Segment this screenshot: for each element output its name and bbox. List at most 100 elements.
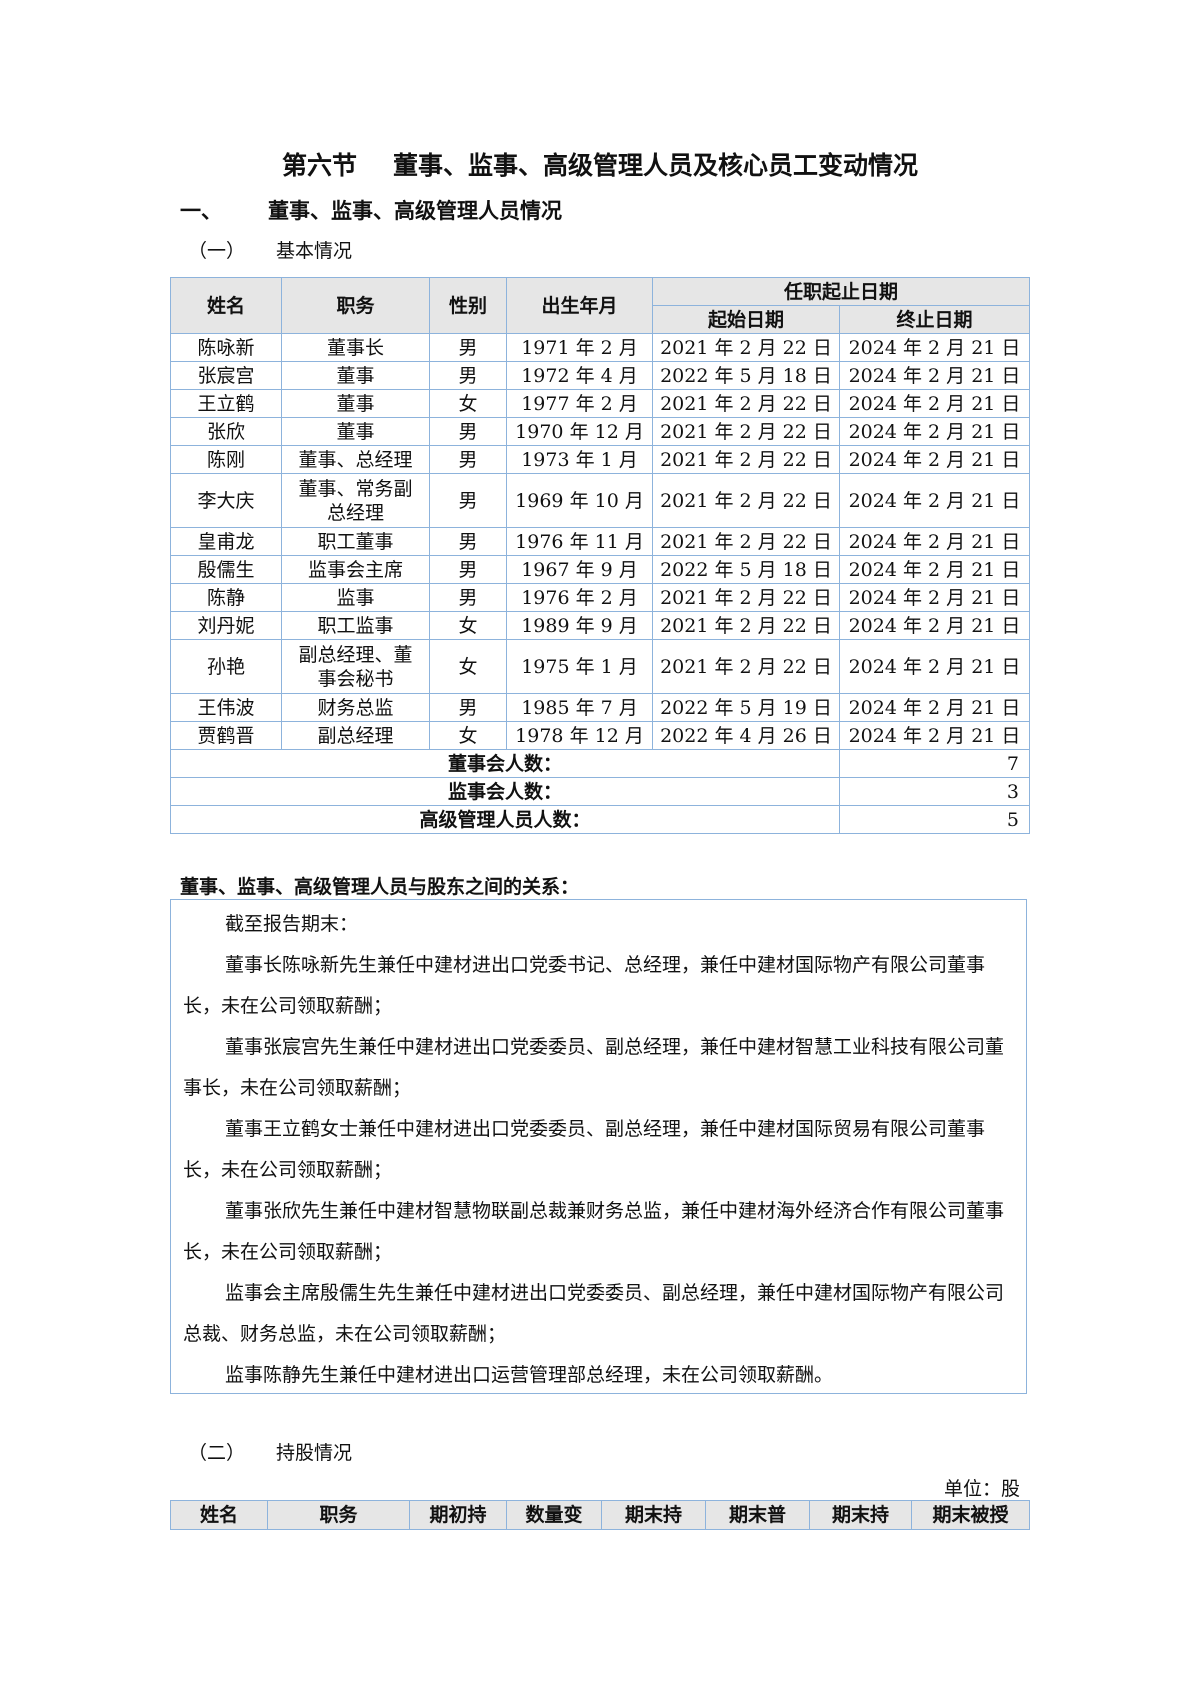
cell-end: 2024 年 2 月 21 日 [838, 611, 1031, 640]
cell-end: 2024 年 2 月 21 日 [838, 473, 1031, 528]
cell-gender: 男 [429, 473, 507, 528]
header-birth: 出生年月 [506, 277, 653, 334]
summary-value: 3 [838, 777, 1031, 806]
cell-birth: 1977 年 2 月 [506, 389, 653, 418]
header-gender: 性别 [429, 277, 507, 334]
table-row: 陈静 监事男 1976 年 2 月 2021 年 2 月 22 日 2024 年 2 月… [170, 583, 1031, 612]
shareholding-table: 姓名 职务 期初持 数量变 期末持 期末普 期末持 期末被授 [170, 1500, 1030, 1530]
cell-start: 2022 年 5 月 19 日 [652, 693, 840, 722]
table-row: 王立鹤 董事女 1977 年 2 月 2021 年 2 月 22 日 2024 年 2 … [170, 389, 1031, 418]
cell-gender: 女 [429, 611, 507, 640]
header-cell: 期末普 [705, 1500, 810, 1530]
cell-gender: 女 [429, 389, 507, 418]
cell-birth: 1971 年 2 月 [506, 333, 653, 362]
cell-position: 监事会主席 [281, 555, 430, 584]
cell-position: 副总经理 [281, 721, 430, 750]
cell-name: 李大庆 [170, 473, 282, 528]
table-row: 陈刚 董事、总经理男 1973 年 1 月 2021 年 2 月 22 日 2024 年… [170, 445, 1031, 474]
cell-birth: 1972 年 4 月 [506, 361, 653, 390]
unit-label: 单位：股 [943, 1478, 1020, 1500]
cell-gender: 男 [429, 583, 507, 612]
cell-position: 职工董事 [281, 527, 430, 556]
summary-label: 监事会人数： [170, 777, 840, 806]
heading-text: 董事、监事、高级管理人员情况 [268, 199, 562, 223]
cell-position: 董事、总经理 [281, 445, 430, 474]
table-row: 王伟波 财务总监男 1985 年 7 月 2022 年 5 月 19 日 2024 年 … [170, 693, 1031, 722]
header-cell: 期初持 [409, 1500, 507, 1530]
cell-start: 2021 年 2 月 22 日 [652, 445, 840, 474]
cell-start: 2021 年 2 月 22 日 [652, 611, 840, 640]
cell-end: 2024 年 2 月 21 日 [838, 555, 1031, 584]
relation-paragraph: 董事张欣先生兼任中建材智慧物联副总裁兼财务总监，兼任中建材海外经济合作有限公司董… [183, 1200, 1005, 1263]
cell-start: 2021 年 2 月 22 日 [652, 473, 840, 528]
relations-box: 截至报告期末： 董事长陈咏新先生兼任中建材进出口党委书记、总经理，兼任中建材国际物… [170, 899, 1027, 1394]
cell-start: 2021 年 2 月 22 日 [652, 583, 840, 612]
header-name: 姓名 [170, 277, 282, 334]
header-cell: 职务 [267, 1500, 410, 1530]
cell-end: 2024 年 2 月 21 日 [838, 583, 1031, 612]
cell-gender: 男 [429, 333, 507, 362]
heading-shareholding: （二） 持股情况 [188, 1438, 352, 1465]
summary-value: 7 [838, 749, 1031, 778]
section-title-text: 董事、监事、高级管理人员及核心员工变动情况 [393, 151, 919, 180]
section-title: 第六节 董事、监事、高级管理人员及核心员工变动情况 [0, 146, 1200, 182]
cell-end: 2024 年 2 月 21 日 [838, 527, 1031, 556]
cell-end: 2024 年 2 月 21 日 [838, 693, 1031, 722]
cell-start: 2022 年 5 月 18 日 [652, 361, 840, 390]
cell-end: 2024 年 2 月 21 日 [838, 721, 1031, 750]
cell-end: 2024 年 2 月 21 日 [838, 445, 1031, 474]
cell-gender: 男 [429, 555, 507, 584]
cell-gender: 男 [429, 527, 507, 556]
cell-name: 张宸宫 [170, 361, 282, 390]
table-row: 皇甫龙 职工董事男 1976 年 11 月 2021 年 2 月 22 日 2024 年… [170, 527, 1031, 556]
cell-start: 2021 年 2 月 22 日 [652, 527, 840, 556]
cell-name: 皇甫龙 [170, 527, 282, 556]
relation-paragraph: 董事张宸宫先生兼任中建材进出口党委委员、副总经理，兼任中建材智慧工业科技有限公司… [183, 1036, 1005, 1099]
cell-name: 贾鹤晋 [170, 721, 282, 750]
cell-gender: 男 [429, 693, 507, 722]
header-term: 任职起止日期 [651, 277, 1031, 306]
cell-end: 2024 年 2 月 21 日 [838, 389, 1031, 418]
heading-number: （二） [188, 1442, 246, 1464]
header-position: 职务 [281, 277, 430, 334]
cell-gender: 男 [429, 417, 507, 446]
table-row: 张宸宫 董事男 1972 年 4 月 2022 年 5 月 18 日 2024 年 2 … [170, 361, 1031, 390]
summary-row: 监事会人数： 3 [170, 777, 1031, 806]
cell-birth: 1967 年 9 月 [506, 555, 653, 584]
relation-paragraph: 监事陈静先生兼任中建材进出口运营管理部总经理，未在公司领取薪酬。 [225, 1364, 834, 1386]
cell-position: 职工监事 [281, 611, 430, 640]
cell-gender: 女 [429, 721, 507, 750]
header-start: 起始日期 [652, 305, 840, 334]
header-end: 终止日期 [838, 305, 1031, 334]
cell-start: 2022 年 4 月 26 日 [652, 721, 840, 750]
cell-gender: 女 [429, 639, 507, 694]
cell-birth: 1969 年 10 月 [506, 473, 653, 528]
cell-birth: 1975 年 1 月 [506, 639, 653, 694]
cell-name: 殷儒生 [170, 555, 282, 584]
cell-name: 王伟波 [170, 693, 282, 722]
cell-end: 2024 年 2 月 21 日 [838, 333, 1031, 362]
cell-name: 陈静 [170, 583, 282, 612]
cell-name: 孙艳 [170, 639, 282, 694]
cell-position: 董事、常务副总经理 [281, 473, 430, 528]
cell-position: 副总经理、董事会秘书 [281, 639, 430, 694]
relation-paragraph: 董事长陈咏新先生兼任中建材进出口党委书记、总经理，兼任中建材国际物产有限公司董事… [183, 954, 986, 1017]
cell-end: 2024 年 2 月 21 日 [838, 639, 1031, 694]
relation-paragraph: 监事会主席殷儒生先生兼任中建材进出口党委委员、副总经理，兼任中建材国际物产有限公… [183, 1282, 1005, 1345]
cell-gender: 男 [429, 445, 507, 474]
cell-birth: 1976 年 11 月 [506, 527, 653, 556]
cell-end: 2024 年 2 月 21 日 [838, 417, 1031, 446]
summary-row: 高级管理人员人数： 5 [170, 805, 1031, 834]
cell-position: 财务总监 [281, 693, 430, 722]
cell-start: 2022 年 5 月 18 日 [652, 555, 840, 584]
heading-basic-info: （一） 基本情况 [188, 236, 352, 263]
header-cell: 数量变 [506, 1500, 602, 1530]
heading-number: 一、 [180, 199, 222, 223]
cell-name: 陈咏新 [170, 333, 282, 362]
summary-label: 高级管理人员人数： [170, 805, 840, 834]
summary-row: 董事会人数： 7 [170, 749, 1031, 778]
relation-paragraph: 董事王立鹤女士兼任中建材进出口党委委员、副总经理，兼任中建材国际贸易有限公司董事… [183, 1118, 986, 1181]
table-row: 刘丹妮 职工监事女 1989 年 9 月 2021 年 2 月 22 日 2024 年 … [170, 611, 1031, 640]
